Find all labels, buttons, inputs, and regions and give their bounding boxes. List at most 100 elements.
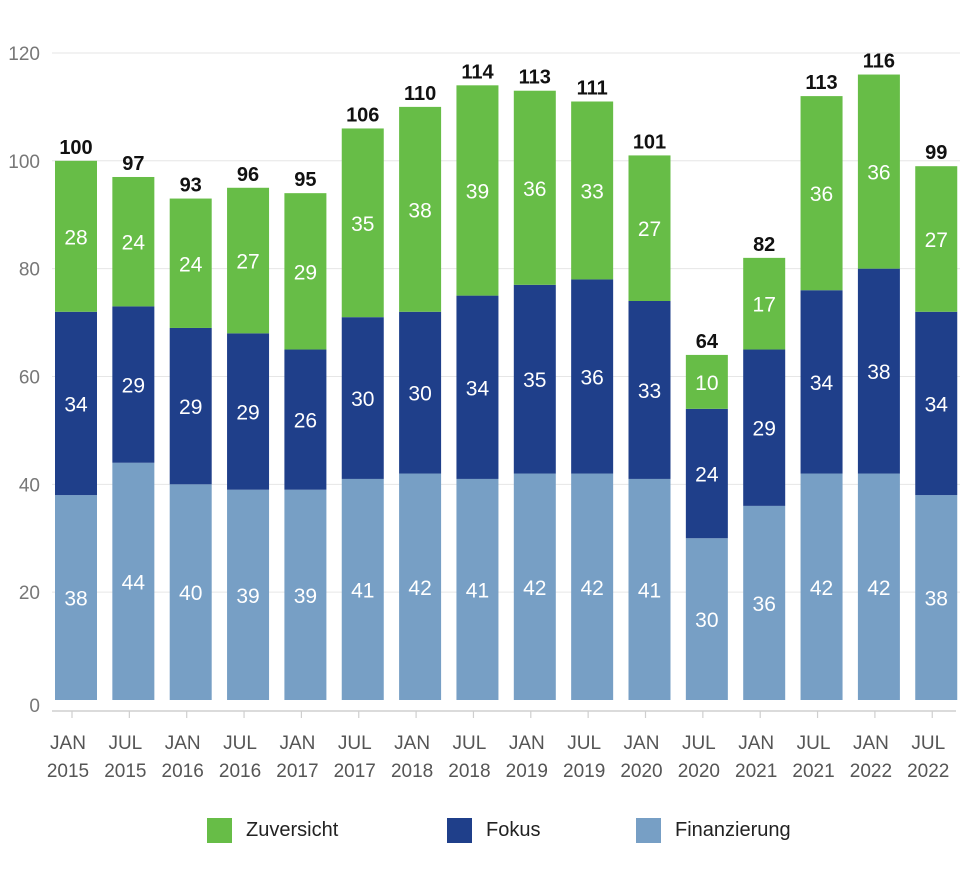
bar-segment-finanzierung bbox=[284, 489, 327, 700]
segment-value-label: 38 bbox=[925, 588, 948, 611]
bar-segment-fokus bbox=[857, 268, 900, 474]
segment-value-label: 26 bbox=[294, 410, 317, 433]
bar-segment-zuversicht bbox=[456, 85, 499, 296]
bar-segment-zuversicht bbox=[628, 155, 671, 301]
total-value-label: 114 bbox=[461, 61, 494, 83]
legend-label-fokus: Fokus bbox=[486, 819, 541, 841]
bar-segment-finanzierung bbox=[341, 478, 384, 700]
bar-segment-zuversicht bbox=[399, 106, 442, 312]
y-tick-label: 20 bbox=[19, 583, 40, 604]
segment-value-label: 24 bbox=[695, 464, 719, 487]
x-tick-label-month: JAN bbox=[394, 733, 430, 754]
y-tick-label: 0 bbox=[29, 696, 40, 717]
segment-value-label: 27 bbox=[236, 251, 259, 274]
segment-value-label: 24 bbox=[122, 232, 146, 255]
bar-segment-finanzierung bbox=[743, 505, 786, 700]
x-tick-label-month: JAN bbox=[165, 733, 201, 754]
total-value-label: 95 bbox=[294, 169, 316, 191]
bar-segment-fokus bbox=[112, 306, 155, 463]
segment-value-label: 41 bbox=[466, 579, 489, 602]
x-tick-label-month: JUL bbox=[682, 733, 716, 754]
x-tick-label-month: JAN bbox=[853, 733, 889, 754]
bar-segment-fokus bbox=[456, 295, 499, 479]
segment-value-label: 42 bbox=[408, 577, 431, 600]
legend-item-fokus: Fokus bbox=[447, 818, 540, 843]
x-tick-label-month: JUL bbox=[797, 733, 831, 754]
segment-value-label: 24 bbox=[179, 253, 203, 276]
segment-value-label: 34 bbox=[466, 377, 490, 400]
legend-swatch-fokus bbox=[447, 818, 472, 843]
total-value-label: 64 bbox=[696, 331, 719, 353]
legend-label-finanzierung: Finanzierung bbox=[675, 819, 791, 841]
segment-value-label: 42 bbox=[810, 577, 833, 600]
x-tick-label-month: JUL bbox=[338, 733, 372, 754]
bar-segment-finanzierung bbox=[112, 462, 155, 700]
x-tick-label-year: 2018 bbox=[391, 761, 433, 782]
total-value-label: 113 bbox=[805, 72, 837, 94]
x-tick-label-year: 2021 bbox=[735, 761, 777, 782]
total-value-label: 96 bbox=[237, 164, 259, 186]
x-tick-label-month: JUL bbox=[108, 733, 142, 754]
x-tick-label-year: 2020 bbox=[678, 761, 720, 782]
bar-segment-fokus bbox=[571, 279, 614, 474]
bar-segment-fokus bbox=[169, 327, 212, 485]
total-value-label: 101 bbox=[633, 131, 666, 153]
segment-value-label: 33 bbox=[580, 180, 603, 203]
bar-segment-zuversicht bbox=[55, 160, 97, 312]
segment-value-label: 38 bbox=[408, 199, 431, 222]
segment-value-label: 29 bbox=[753, 418, 776, 441]
bar-segment-finanzierung bbox=[571, 473, 614, 700]
bar-segment-finanzierung bbox=[169, 484, 212, 700]
bar-segment-finanzierung bbox=[227, 489, 270, 700]
bar-segment-finanzierung bbox=[685, 538, 728, 700]
legend-label-zuversicht: Zuversicht bbox=[246, 819, 339, 841]
segment-value-label: 36 bbox=[810, 183, 833, 206]
total-value-label: 93 bbox=[180, 175, 202, 197]
bar-segment-finanzierung bbox=[857, 473, 900, 700]
segment-value-label: 40 bbox=[179, 582, 202, 605]
bar-segment-zuversicht bbox=[857, 74, 900, 269]
x-tick-label-month: JUL bbox=[223, 733, 257, 754]
x-tick-label-year: 2017 bbox=[334, 761, 376, 782]
bar-segment-finanzierung bbox=[456, 478, 499, 700]
bar-segment-finanzierung bbox=[800, 473, 843, 700]
legend-swatch-finanzierung bbox=[636, 818, 661, 843]
y-tick-label: 100 bbox=[8, 152, 40, 173]
segment-value-label: 36 bbox=[867, 162, 890, 185]
x-tick-label-year: 2015 bbox=[104, 761, 146, 782]
x-axis: JAN 2015 JUL 2015 JAN 2016 JUL 2016 JAN 2017 JUL 20… bbox=[47, 710, 956, 782]
segment-value-label: 36 bbox=[523, 178, 546, 201]
x-tick-label-month: JUL bbox=[453, 733, 487, 754]
bar-segment-finanzierung bbox=[628, 478, 671, 700]
legend-swatch-zuversicht bbox=[207, 818, 232, 843]
bar-segment-zuversicht bbox=[685, 354, 728, 409]
segment-value-label: 33 bbox=[638, 380, 661, 403]
segment-value-label: 36 bbox=[753, 593, 776, 616]
bar-segment-fokus bbox=[55, 311, 97, 496]
bar-segment-fokus bbox=[743, 349, 786, 506]
bar-segment-zuversicht bbox=[743, 257, 786, 350]
segment-value-label: 41 bbox=[351, 579, 374, 602]
bar-segment-fokus bbox=[227, 333, 270, 490]
bar-segment-zuversicht bbox=[112, 176, 155, 307]
segment-value-label: 38 bbox=[867, 361, 890, 384]
x-tick-label-year: 2022 bbox=[907, 761, 949, 782]
segment-value-label: 35 bbox=[351, 213, 374, 236]
segment-value-label: 30 bbox=[351, 388, 374, 411]
bar-segment-zuversicht bbox=[571, 101, 614, 280]
bar-segment-zuversicht bbox=[915, 166, 958, 312]
total-value-label: 110 bbox=[404, 83, 436, 105]
segment-value-label: 36 bbox=[580, 366, 603, 389]
y-axis: 0 20 40 60 80 100 120 bbox=[8, 44, 40, 717]
bar-segment-zuversicht bbox=[169, 198, 212, 328]
x-tick-label-month: JAN bbox=[50, 733, 86, 754]
bar-segment-fokus bbox=[628, 300, 671, 479]
segment-value-label: 10 bbox=[695, 372, 718, 395]
segment-value-label: 34 bbox=[810, 372, 834, 395]
segment-value-label: 29 bbox=[294, 261, 317, 284]
segment-value-label: 30 bbox=[408, 383, 431, 406]
x-tick-label-year: 2019 bbox=[563, 761, 605, 782]
bar-segment-finanzierung bbox=[55, 495, 97, 700]
segment-value-label: 27 bbox=[925, 229, 948, 252]
x-tick-label-month: JAN bbox=[279, 733, 315, 754]
